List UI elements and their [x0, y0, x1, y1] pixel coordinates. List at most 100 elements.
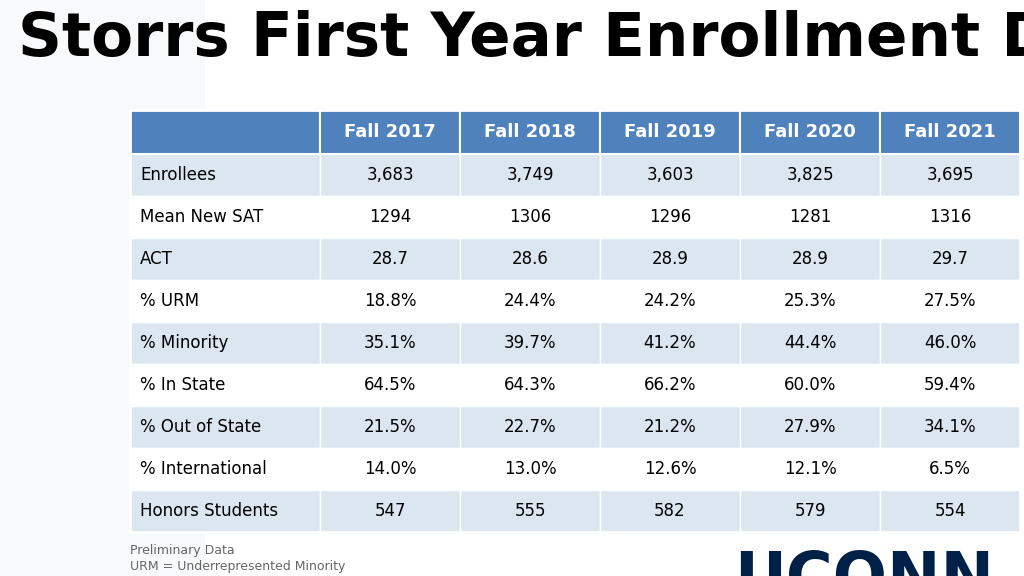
Bar: [880, 196, 1020, 238]
Text: 29.7: 29.7: [932, 250, 969, 268]
Text: 39.7%: 39.7%: [504, 334, 556, 352]
Bar: [880, 154, 1020, 196]
Bar: [740, 322, 880, 364]
Bar: [319, 364, 460, 406]
Text: 64.5%: 64.5%: [364, 376, 416, 394]
Text: 1316: 1316: [929, 208, 971, 226]
Text: Fall 2019: Fall 2019: [624, 123, 716, 141]
Text: 582: 582: [654, 502, 686, 520]
Bar: [460, 154, 600, 196]
Bar: [319, 490, 460, 532]
Bar: [740, 490, 880, 532]
Bar: [460, 406, 600, 448]
Text: 12.1%: 12.1%: [783, 460, 837, 478]
Bar: [130, 406, 319, 448]
Text: 28.6: 28.6: [512, 250, 549, 268]
Bar: [130, 196, 319, 238]
Bar: [740, 280, 880, 322]
Text: 21.5%: 21.5%: [364, 418, 417, 436]
Text: 1294: 1294: [369, 208, 411, 226]
Bar: [600, 406, 740, 448]
Bar: [130, 364, 319, 406]
Bar: [740, 406, 880, 448]
Bar: [460, 490, 600, 532]
Bar: [880, 490, 1020, 532]
Bar: [600, 448, 740, 490]
Text: UCONN: UCONN: [734, 549, 994, 576]
Text: 27.9%: 27.9%: [783, 418, 837, 436]
Text: Fall 2021: Fall 2021: [904, 123, 996, 141]
Bar: [460, 448, 600, 490]
Text: 28.9: 28.9: [651, 250, 688, 268]
Text: 59.4%: 59.4%: [924, 376, 976, 394]
Bar: [740, 154, 880, 196]
Bar: [130, 110, 319, 154]
Bar: [319, 154, 460, 196]
Text: 3,825: 3,825: [786, 166, 834, 184]
Text: 28.7: 28.7: [372, 250, 409, 268]
Text: % Minority: % Minority: [140, 334, 228, 352]
Bar: [319, 238, 460, 280]
Bar: [880, 322, 1020, 364]
Bar: [319, 280, 460, 322]
Text: Fall 2020: Fall 2020: [764, 123, 856, 141]
Bar: [319, 322, 460, 364]
Text: 554: 554: [934, 502, 966, 520]
Bar: [880, 406, 1020, 448]
Bar: [130, 238, 319, 280]
Bar: [600, 110, 740, 154]
Bar: [460, 110, 600, 154]
Bar: [130, 322, 319, 364]
Bar: [319, 406, 460, 448]
Bar: [880, 364, 1020, 406]
Bar: [600, 280, 740, 322]
Text: 555: 555: [514, 502, 546, 520]
Text: Preliminary Data: Preliminary Data: [130, 544, 234, 557]
Bar: [460, 364, 600, 406]
Text: 64.3%: 64.3%: [504, 376, 556, 394]
Text: 27.5%: 27.5%: [924, 292, 976, 310]
Text: 24.2%: 24.2%: [644, 292, 696, 310]
Text: 14.0%: 14.0%: [364, 460, 416, 478]
Bar: [319, 196, 460, 238]
Text: 1306: 1306: [509, 208, 551, 226]
Text: 12.6%: 12.6%: [644, 460, 696, 478]
Bar: [600, 154, 740, 196]
Bar: [319, 110, 460, 154]
Text: 66.2%: 66.2%: [644, 376, 696, 394]
Text: % International: % International: [140, 460, 266, 478]
Bar: [880, 448, 1020, 490]
Text: 44.4%: 44.4%: [783, 334, 837, 352]
Bar: [740, 448, 880, 490]
Text: % In State: % In State: [140, 376, 225, 394]
Text: Fall 2017: Fall 2017: [344, 123, 436, 141]
Bar: [600, 196, 740, 238]
Text: 60.0%: 60.0%: [783, 376, 837, 394]
Bar: [740, 364, 880, 406]
Bar: [460, 196, 600, 238]
Text: Storrs First Year Enrollment Detail: Storrs First Year Enrollment Detail: [18, 10, 1024, 69]
Text: 46.0%: 46.0%: [924, 334, 976, 352]
Text: 547: 547: [374, 502, 406, 520]
Text: 3,603: 3,603: [646, 166, 694, 184]
Bar: [740, 238, 880, 280]
Bar: [880, 110, 1020, 154]
Bar: [460, 238, 600, 280]
Text: URM = Underrepresented Minority: URM = Underrepresented Minority: [130, 560, 345, 573]
Bar: [460, 280, 600, 322]
Text: 3,749: 3,749: [506, 166, 554, 184]
Text: ACT: ACT: [140, 250, 173, 268]
Bar: [130, 110, 1020, 532]
Bar: [600, 364, 740, 406]
Bar: [130, 154, 319, 196]
Text: Mean New SAT: Mean New SAT: [140, 208, 263, 226]
Text: 3,695: 3,695: [927, 166, 974, 184]
Text: 24.4%: 24.4%: [504, 292, 556, 310]
Bar: [130, 490, 319, 532]
Bar: [319, 448, 460, 490]
Bar: [460, 322, 600, 364]
Text: 41.2%: 41.2%: [644, 334, 696, 352]
Bar: [130, 280, 319, 322]
Text: 25.3%: 25.3%: [783, 292, 837, 310]
Bar: [740, 110, 880, 154]
